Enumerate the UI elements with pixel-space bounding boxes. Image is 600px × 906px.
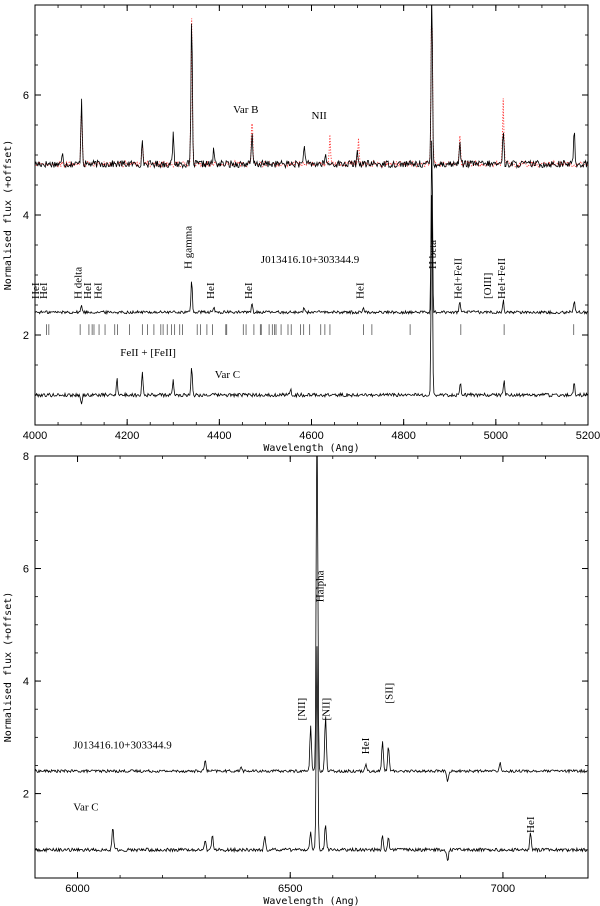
x-tick-label: 5200 (576, 430, 600, 442)
x-tick-label: 4800 (391, 430, 415, 442)
y-tick-label: 6 (23, 90, 29, 102)
annotation-label: HeI+FeII (496, 258, 508, 299)
annotation-label: FeII + [FeII] (120, 347, 176, 359)
x-axis-label: Wavelength (Ang) (263, 896, 359, 906)
annotation-label: HeI (38, 282, 50, 299)
annotation-label: NII (312, 110, 328, 122)
annotation-label: Var C (215, 369, 240, 381)
chart-panel-2: Halpha [NII] [NII] [SII] HeI HeI J013416.10+30… (3, 451, 589, 906)
annotation-label: [NII] (296, 698, 308, 721)
annotation-label: HeI (82, 282, 94, 299)
annotation-label: HeI (243, 282, 255, 299)
annotation-label: HeI (92, 282, 104, 299)
y-tick-label: 4 (23, 210, 29, 222)
annotation-label: HeI (525, 816, 537, 833)
annotation-label: [OIII] (482, 273, 494, 299)
annotation-label: HeI (355, 282, 367, 299)
y-axis-label: Normalised flux (+offset) (3, 592, 14, 743)
annotation-label: HeI (205, 282, 217, 299)
annotation-label: Var B (233, 104, 258, 116)
annotation-label: [SII] (383, 683, 395, 704)
annotation-label: H gamma (183, 226, 195, 269)
y-tick-label: 6 (23, 564, 29, 576)
y-tick-label: 2 (23, 789, 29, 801)
x-tick-label: 6000 (65, 883, 89, 895)
annotation-label: J013416.10+303344.9 (261, 254, 360, 266)
annotation-label: HeI (360, 737, 372, 754)
x-tick-label: 4600 (299, 430, 323, 442)
x-tick-label: 7000 (491, 883, 515, 895)
plot-area (35, 5, 588, 405)
x-tick-label: 4400 (207, 430, 231, 442)
y-axis-label: Normalised flux (+offset) (3, 140, 14, 291)
annotation-label: HeI+FeII (453, 258, 465, 299)
x-tick-label: 5000 (484, 430, 508, 442)
x-tick-label: 6500 (278, 883, 302, 895)
x-tick-label: 4200 (115, 430, 139, 442)
y-tick-label: 8 (23, 451, 29, 463)
x-tick-label: 4000 (23, 430, 47, 442)
annotation-label: [NII] (320, 698, 332, 721)
annotation-label: J013416.10+303344.9 (73, 740, 172, 752)
spectrum-line-j013416-10-303344-9 (35, 140, 588, 316)
plot-area (35, 456, 588, 861)
annotation-label: H delta (73, 267, 85, 299)
annotation-label: H beta (427, 240, 439, 269)
x-axis-label: Wavelength (Ang) (263, 443, 359, 454)
annotation-label: Var C (73, 801, 98, 813)
annotation-label: HeI (30, 282, 42, 299)
spectrum-line-var-c (35, 646, 588, 861)
spectrum-line-var-b (35, 5, 588, 170)
y-tick-label: 2 (23, 330, 29, 342)
spectrum-line-j013416-10-303344-9 (35, 456, 588, 782)
axes-frame (34, 455, 589, 879)
y-tick-label: 4 (23, 676, 29, 688)
spectrum-line-var-c (35, 195, 588, 405)
annotation-label: Halpha (314, 570, 326, 602)
